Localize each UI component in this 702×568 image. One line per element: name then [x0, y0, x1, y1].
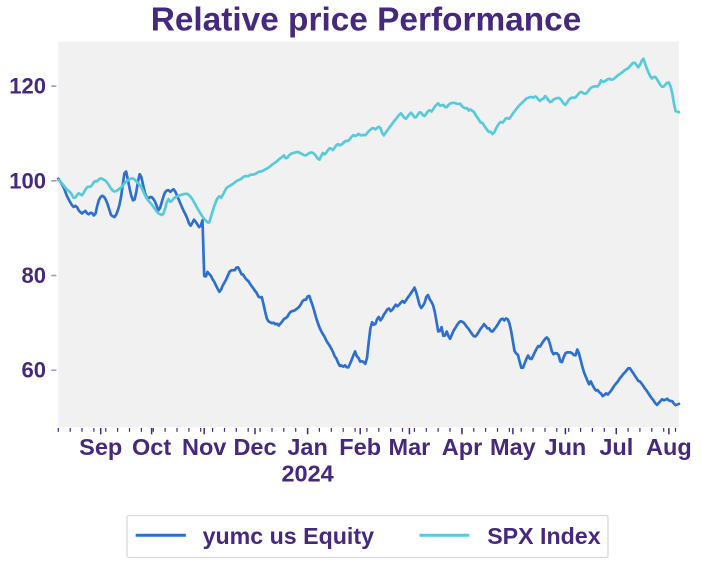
- svg-text:120: 120: [9, 74, 46, 99]
- svg-text:Apr: Apr: [442, 434, 482, 460]
- svg-text:Oct: Oct: [132, 434, 171, 460]
- svg-text:Jun: Jun: [545, 434, 587, 460]
- svg-text:yumc us Equity: yumc us Equity: [203, 523, 374, 549]
- svg-text:Aug: Aug: [646, 434, 692, 460]
- svg-text:80: 80: [22, 263, 46, 288]
- svg-text:Relative price Performance: Relative price Performance: [151, 2, 582, 39]
- svg-text:Nov: Nov: [182, 434, 226, 460]
- svg-text:2024: 2024: [281, 461, 333, 487]
- svg-text:Feb: Feb: [339, 434, 381, 460]
- svg-text:SPX Index: SPX Index: [487, 523, 601, 549]
- svg-text:Jan: Jan: [287, 434, 328, 460]
- svg-text:Mar: Mar: [389, 434, 431, 460]
- svg-text:Dec: Dec: [233, 434, 276, 460]
- svg-text:100: 100: [9, 168, 46, 193]
- svg-text:Jul: Jul: [599, 434, 633, 460]
- svg-text:May: May: [490, 434, 536, 460]
- svg-text:Sep: Sep: [79, 434, 122, 460]
- svg-text:60: 60: [22, 358, 46, 383]
